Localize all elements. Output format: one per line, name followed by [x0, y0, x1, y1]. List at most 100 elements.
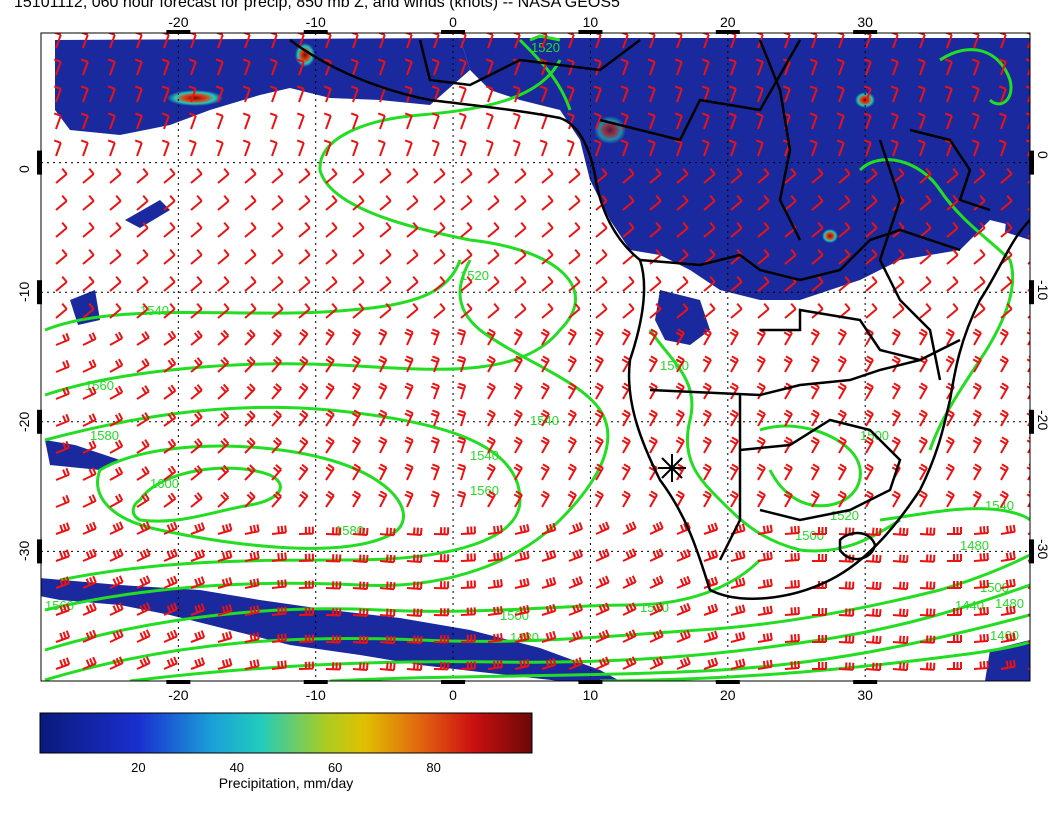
wind-barb [513, 490, 523, 508]
wind-barb [595, 656, 610, 670]
wind-barb [541, 275, 554, 292]
wind-barb [460, 167, 473, 184]
wind-barb [190, 221, 203, 238]
wind-barb [80, 58, 89, 76]
wind-barb [215, 112, 224, 130]
wind-barb [379, 662, 396, 672]
wind-barb [136, 221, 149, 238]
wind-barb [271, 660, 287, 670]
wind-barb [784, 248, 797, 265]
wind-barb [729, 409, 739, 427]
wind-barb [55, 386, 70, 400]
wind-barb [379, 527, 396, 537]
wind-barb [53, 58, 62, 76]
wind-barb [567, 328, 577, 346]
wind-barb [217, 658, 233, 670]
wind-barb [919, 302, 932, 319]
wind-barb [215, 58, 224, 76]
wind-barb [269, 85, 278, 103]
wind-barb [242, 139, 251, 157]
wind-barb [379, 248, 392, 265]
wind-barb [217, 523, 233, 535]
wind-barb [352, 275, 365, 292]
wind-barb [513, 355, 523, 373]
wind-barb [892, 527, 909, 537]
colorbar-tick-label: 80 [426, 760, 441, 775]
wind-barb [406, 302, 419, 319]
contour-line [599, 640, 1030, 681]
wind-barb [298, 302, 311, 319]
wind-barb [647, 58, 656, 76]
wind-barb [487, 248, 500, 265]
wind-barb [917, 112, 926, 130]
wind-barb [676, 629, 691, 643]
wind-barb [676, 194, 689, 211]
wind-barb [864, 409, 874, 427]
wind-barb [433, 275, 446, 292]
wind-barb [378, 328, 388, 346]
wind-barb [540, 382, 550, 400]
wind-barb [485, 85, 494, 103]
wind-barb [271, 221, 284, 238]
wind-barb [1026, 355, 1030, 373]
wind-barb [430, 328, 440, 346]
wind-barb [325, 490, 335, 508]
wind-barb [82, 302, 95, 319]
wind-barb [784, 302, 797, 319]
contour-line [939, 48, 1013, 106]
wind-barb [190, 357, 203, 373]
wind-barb [406, 275, 419, 292]
wind-barb [161, 139, 170, 157]
wind-barb [325, 382, 335, 400]
wind-barb [430, 436, 440, 454]
wind-barb [325, 328, 335, 346]
lat-tick-label-right: -20 [1035, 409, 1051, 431]
precip-hotspot [167, 90, 223, 106]
wind-barb [784, 606, 800, 616]
wind-barb [161, 58, 170, 76]
contour-label: 1560 [470, 483, 499, 498]
station-marker-icon [658, 454, 686, 482]
wind-barb [972, 490, 982, 508]
wind-barb [945, 328, 955, 346]
wind-barb [298, 409, 309, 427]
wind-barb [1000, 524, 1016, 535]
wind-barb [946, 526, 962, 535]
border-line [739, 418, 902, 522]
wind-barb [810, 355, 820, 373]
wind-barb [918, 328, 928, 346]
wind-barb [458, 139, 467, 157]
wind-barb [730, 167, 743, 184]
wind-barb [514, 658, 530, 670]
wind-barb [377, 139, 386, 157]
wind-barb [809, 139, 818, 157]
contour-line [129, 583, 1030, 681]
contour-label: 1540 [470, 448, 499, 463]
wind-barb [109, 629, 124, 643]
wind-barb [918, 490, 928, 508]
coastline [289, 38, 1030, 600]
wind-barb [55, 549, 71, 562]
wind-barb [325, 302, 338, 319]
wind-barb [487, 221, 500, 238]
wind-barb [622, 656, 637, 670]
wind-barb [513, 463, 523, 481]
wind-barb [109, 412, 124, 427]
wind-barb [540, 355, 550, 373]
wind-barb [864, 382, 874, 400]
wind-barb [811, 275, 824, 292]
wind-barb [55, 221, 68, 238]
wind-barb [512, 33, 521, 49]
contour-label: 1600 [150, 476, 179, 491]
wind-barb [568, 549, 583, 562]
wind-barb [298, 553, 314, 562]
wind-barb [82, 413, 97, 427]
wind-barb [457, 328, 467, 346]
wind-barb [82, 548, 97, 562]
wind-barb [82, 359, 97, 373]
contour-line [44, 259, 610, 612]
wind-barb [622, 629, 637, 643]
wind-barb [457, 463, 467, 481]
wind-barb [593, 139, 602, 157]
wind-barb [971, 139, 980, 157]
